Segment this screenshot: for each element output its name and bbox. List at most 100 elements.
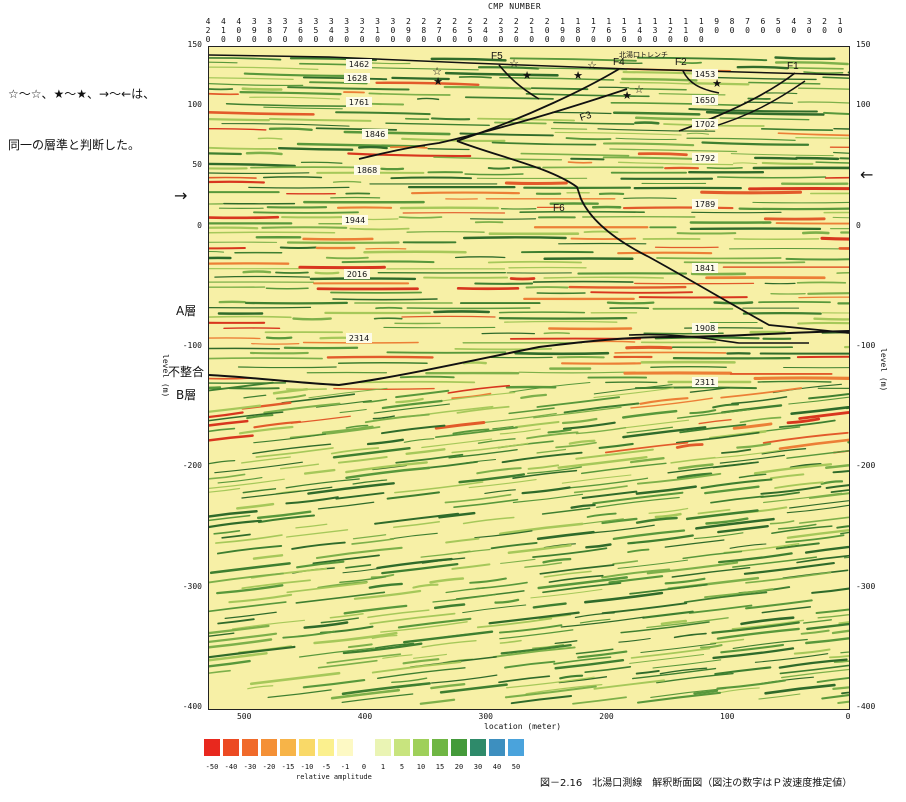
reflection-stroke	[330, 688, 401, 700]
reflection-stroke	[830, 489, 849, 493]
reflection-stroke	[803, 619, 832, 624]
reflection-stroke	[262, 176, 323, 179]
reflection-stroke	[376, 667, 466, 680]
reflection-stroke	[745, 571, 832, 584]
reflection-stroke	[704, 588, 774, 599]
reflection-stroke	[530, 87, 589, 91]
reflection-stroke	[840, 651, 849, 654]
reflection-stroke	[788, 66, 844, 70]
reflection-stroke	[764, 683, 836, 695]
reflection-stroke	[282, 630, 335, 639]
reflection-stroke	[757, 380, 832, 383]
reflection-stroke	[366, 438, 404, 446]
reflection-stroke	[615, 137, 677, 140]
reflection-stroke	[536, 396, 621, 408]
reflection-stroke	[209, 57, 282, 61]
reflection-stroke	[652, 659, 722, 669]
reflection-stroke	[636, 56, 768, 62]
reflection-stroke	[779, 664, 849, 675]
left-axis-tick: -100	[182, 340, 202, 350]
reflection-stroke	[402, 658, 440, 665]
reflection-stroke	[584, 665, 632, 674]
reflection-stroke	[775, 542, 820, 550]
reflection-stroke	[209, 231, 336, 234]
reflection-stroke	[700, 190, 803, 195]
solid-star-5: ★	[712, 77, 722, 90]
note-line-1: ☆～☆、★～★、→～←は、	[8, 87, 156, 101]
reflection-stroke	[798, 516, 849, 524]
reflection-stroke	[374, 642, 415, 649]
reflection-stroke	[597, 128, 716, 132]
legend-value: -20	[262, 763, 276, 771]
reflection-stroke	[820, 480, 844, 485]
reflection-stroke	[300, 161, 343, 164]
reflection-stroke	[430, 674, 498, 684]
reflection-stroke	[399, 375, 455, 379]
reflection-stroke	[774, 61, 849, 66]
reflection-stroke	[231, 619, 306, 630]
reflection-stroke	[402, 630, 494, 644]
reflection-stroke	[238, 425, 294, 435]
legend-value: 50	[511, 763, 521, 771]
reflection-stroke	[214, 275, 311, 278]
reflection-stroke	[705, 110, 825, 116]
reflection-stroke	[209, 152, 242, 156]
reflection-stroke	[279, 463, 320, 470]
reflection-stroke	[667, 461, 755, 474]
note-line-2: 同一の層準と判断した。	[8, 138, 141, 152]
reflection-stroke	[785, 257, 849, 261]
reflection-stroke	[279, 246, 317, 250]
reflection-stroke	[345, 424, 369, 429]
reflection-stroke	[630, 397, 713, 409]
legend-color-swatch	[394, 739, 410, 756]
layer-b-label: B層	[176, 388, 197, 402]
reflection-stroke	[477, 117, 576, 122]
right-axis-tick: -400	[856, 702, 876, 711]
reflection-stroke	[209, 427, 236, 433]
reflection-stroke	[659, 667, 708, 675]
left-axis-tick: -400	[182, 702, 202, 711]
reflection-stroke	[209, 357, 323, 360]
legend-value: 30	[473, 763, 483, 771]
legend-value: 15	[435, 763, 445, 771]
reflection-stroke	[499, 639, 522, 644]
reflection-stroke	[650, 687, 727, 698]
reflection-stroke	[209, 88, 234, 91]
reflection-stroke	[209, 61, 238, 64]
reflection-stroke	[277, 147, 354, 151]
reflection-stroke	[790, 405, 849, 415]
legend-value: -40	[224, 763, 238, 771]
reflection-stroke	[622, 71, 700, 75]
reflection-stroke	[789, 500, 849, 509]
trench-label: 北湯口トレンチ	[619, 50, 668, 59]
reflection-stroke	[236, 502, 275, 510]
reflection-stroke	[689, 386, 730, 393]
reflection-stroke	[769, 473, 805, 480]
reflection-stroke	[347, 152, 472, 158]
reflection-stroke	[501, 451, 583, 464]
reflection-stroke	[390, 176, 472, 180]
reflection-stroke	[462, 236, 567, 240]
reflection-stroke	[632, 667, 717, 680]
velocity-label: 1868	[357, 166, 377, 175]
reflection-stroke	[557, 455, 648, 469]
reflection-stroke	[443, 85, 532, 90]
reflection-stroke	[209, 127, 267, 131]
fault-label-f4: F4	[613, 57, 625, 68]
reflection-stroke	[430, 117, 471, 121]
reflection-stroke	[484, 489, 516, 494]
reflection-stroke	[574, 612, 615, 619]
reflection-stroke	[676, 472, 713, 480]
left-axis-tick: 100	[187, 100, 202, 110]
reflection-stroke	[413, 653, 447, 659]
reflection-stroke	[476, 467, 522, 475]
